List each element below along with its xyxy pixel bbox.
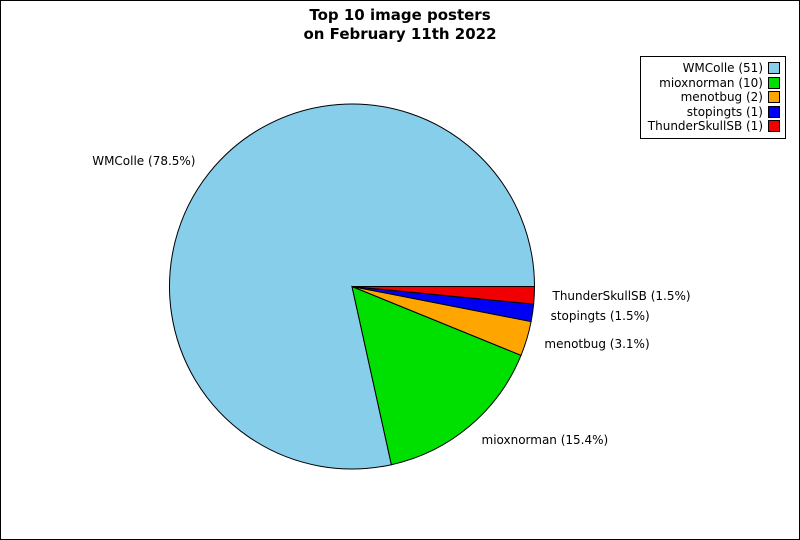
- legend-item-thunderskullsb: ThunderSkullSB (1): [648, 119, 780, 134]
- legend-label: WMColle (51): [682, 61, 763, 76]
- legend-color-swatch: [768, 62, 780, 75]
- legend-color-swatch: [768, 91, 780, 104]
- slice-label-stopingts: stopingts (1.5%): [550, 308, 650, 323]
- legend-item-stopingts: stopingts (1): [648, 105, 780, 120]
- slice-label-thunderskullsb: ThunderSkullSB (1.5%): [552, 289, 691, 304]
- legend: WMColle (51) mioxnorman (10) menotbug (2…: [639, 56, 786, 139]
- pie-slice-mioxnorman: [351, 285, 522, 466]
- legend-color-swatch: [768, 76, 780, 89]
- slice-label-menotbug: menotbug (3.1%): [544, 336, 650, 351]
- legend-item-wmcolle: WMColle (51): [648, 61, 780, 76]
- legend-label: mioxnorman (10): [659, 75, 763, 90]
- legend-item-mioxnorman: mioxnorman (10): [648, 76, 780, 91]
- legend-label: stopingts (1): [686, 104, 763, 119]
- legend-color-swatch: [768, 105, 780, 118]
- legend-label: menotbug (2): [680, 90, 763, 105]
- legend-color-swatch: [768, 120, 780, 133]
- legend-label: ThunderSkullSB (1): [647, 119, 763, 134]
- slice-label-mioxnorman: mioxnorman (15.4%): [481, 432, 609, 447]
- chart-title: Top 10 image posters on February 11th 20…: [303, 6, 497, 43]
- pie-slice-thunderskullsb: [351, 286, 536, 305]
- slice-label-wmcolle: WMColle (78.5%): [92, 153, 196, 168]
- legend-item-menotbug: menotbug (2): [648, 90, 780, 105]
